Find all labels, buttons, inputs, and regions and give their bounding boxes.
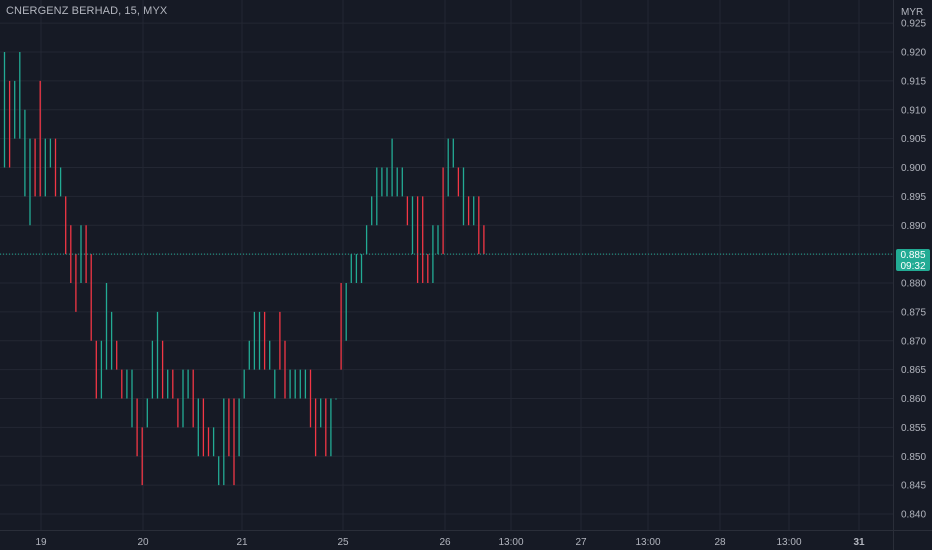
time-tick-label: 25 (337, 537, 349, 548)
time-tick-label: 28 (714, 537, 726, 548)
price-tick-label: 0.865 (901, 365, 926, 376)
time-axis[interactable]: 19 20 21 25 26 13:00 27 13:00 28 13:00 31 (0, 530, 932, 549)
price-tick-label: 0.925 (901, 19, 926, 30)
price-tick-label: 0.870 (901, 336, 926, 347)
price-tick-label: 0.880 (901, 279, 926, 290)
price-tick-label: 0.895 (901, 192, 926, 203)
countdown-timer: 09:32 (900, 261, 926, 272)
time-tick-label: 20 (137, 537, 149, 548)
time-tick-label: 21 (236, 537, 248, 548)
price-tick-label: 0.860 (901, 394, 926, 405)
time-tick-label: 13:00 (635, 537, 660, 548)
time-tick-label: 31 (853, 537, 865, 548)
current-price-badge: 0.885 09:32 (896, 249, 930, 272)
time-tick-label: 26 (439, 537, 451, 548)
price-tick-label: 0.855 (901, 423, 926, 434)
time-tick-label: 13:00 (498, 537, 523, 548)
current-price-label: 0.885 (900, 250, 926, 261)
price-tick-label: 0.845 (901, 481, 926, 492)
price-tick-label: 0.905 (901, 134, 926, 145)
price-tick-label: 0.915 (901, 76, 926, 87)
time-tick-label: 27 (575, 537, 587, 548)
price-tick-label: 0.850 (901, 452, 926, 463)
price-tick-label: 0.910 (901, 105, 926, 116)
time-tick-label: 13:00 (776, 537, 801, 548)
currency-label: MYR (901, 7, 923, 18)
price-tick-label: 0.840 (901, 510, 926, 521)
price-tick-label: 0.920 (901, 48, 926, 59)
price-tick-label: 0.900 (901, 163, 926, 174)
price-bars (3, 52, 485, 486)
time-tick-label: 19 (35, 537, 47, 548)
symbol-title: CNERGENZ BERHAD, 15, MYX (6, 5, 168, 17)
grid-lines (0, 0, 893, 530)
price-tick-label: 0.875 (901, 307, 926, 318)
price-tick-label: 0.890 (901, 221, 926, 232)
